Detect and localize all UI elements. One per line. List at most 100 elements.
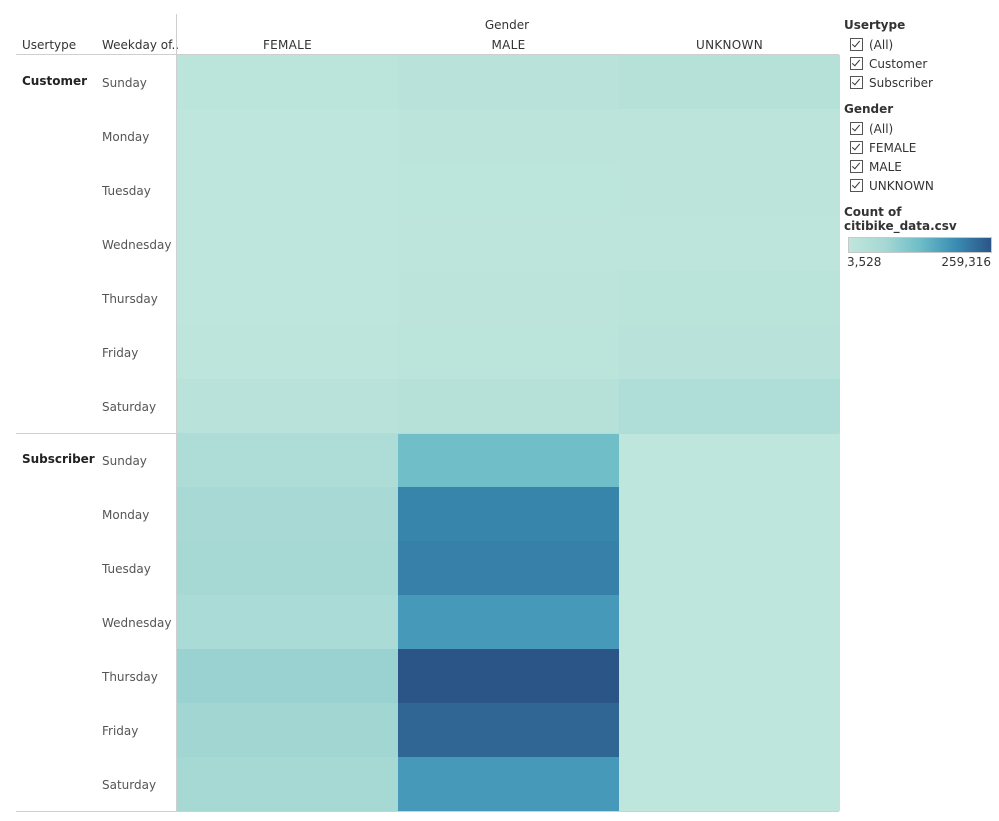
gender-column-header-female: FEMALE	[263, 38, 312, 52]
filter-item-label: FEMALE	[869, 140, 917, 155]
heatmap-cell-subscriber-friday-female[interactable]	[177, 703, 398, 757]
heatmap-cell-customer-friday-female[interactable]	[177, 325, 398, 379]
weekday-column-header: Weekday of..	[102, 38, 179, 52]
heatmap-cells	[177, 55, 840, 811]
heatmap-cell-subscriber-monday-male[interactable]	[398, 487, 619, 541]
heatmap-cell-customer-wednesday-male[interactable]	[398, 217, 619, 271]
checkbox-checked-icon[interactable]	[850, 38, 863, 51]
gender-header: Gender	[485, 18, 529, 32]
heatmap-cell-customer-sunday-unknown[interactable]	[619, 55, 840, 109]
filter-item-label: Customer	[869, 56, 928, 71]
heatmap-cell-customer-friday-male[interactable]	[398, 325, 619, 379]
heatmap-cell-customer-tuesday-male[interactable]	[398, 163, 619, 217]
checkbox-checked-icon[interactable]	[850, 76, 863, 89]
row-labels: Customer Sunday Monday Tuesday Wednesday Thur…	[22, 74, 171, 792]
usertype-label-subscriber: Subscriber	[22, 452, 95, 466]
heatmap-cell-subscriber-tuesday-male[interactable]	[398, 541, 619, 595]
weekday-label-friday: Friday	[102, 724, 138, 738]
checkbox-checked-icon[interactable]	[850, 179, 863, 192]
heatmap-cell-customer-thursday-female[interactable]	[177, 271, 398, 325]
heatmap-cell-subscriber-sunday-male[interactable]	[398, 433, 619, 487]
weekday-label-thursday: Thursday	[101, 292, 158, 306]
usertype-filter: Usertype (All) Customer Subscriber	[844, 18, 994, 92]
color-legend-title: Count of citibike_data.csv	[844, 205, 957, 233]
heatmap-cell-customer-thursday-male[interactable]	[398, 271, 619, 325]
heatmap-cell-subscriber-tuesday-female[interactable]	[177, 541, 398, 595]
heatmap-cell-subscriber-wednesday-unknown[interactable]	[619, 595, 840, 649]
checkbox-checked-icon[interactable]	[850, 160, 863, 173]
filter-item-female[interactable]: FEMALE	[844, 138, 994, 157]
heatmap-cell-customer-thursday-unknown[interactable]	[619, 271, 840, 325]
heatmap-cell-customer-monday-male[interactable]	[398, 109, 619, 163]
heatmap-cell-customer-wednesday-female[interactable]	[177, 217, 398, 271]
usertype-label-customer: Customer	[22, 74, 87, 88]
filter-item-subscriber[interactable]: Subscriber	[844, 73, 994, 92]
color-ramp	[848, 237, 992, 253]
filter-item-label: (All)	[869, 121, 894, 136]
heatmap-cell-customer-saturday-male[interactable]	[398, 379, 619, 433]
heatmap-cell-subscriber-monday-female[interactable]	[177, 487, 398, 541]
usertype-column-header: Usertype	[22, 38, 76, 52]
usertype-filter-title: Usertype	[844, 18, 906, 32]
gender-column-header-male: MALE	[491, 38, 525, 52]
heatmap-cell-subscriber-thursday-unknown[interactable]	[619, 649, 840, 703]
checkbox-checked-icon[interactable]	[850, 141, 863, 154]
checkbox-checked-icon[interactable]	[850, 57, 863, 70]
heatmap-chart: Usertype Weekday of.. Gender FEMALE MALE U…	[16, 14, 840, 812]
color-min-label: 3,528	[847, 255, 882, 269]
filter-item-gender-all[interactable]: (All)	[844, 119, 994, 138]
heatmap-cell-subscriber-tuesday-unknown[interactable]	[619, 541, 840, 595]
heatmap-cell-subscriber-sunday-unknown[interactable]	[619, 433, 840, 487]
weekday-label-friday: Friday	[102, 346, 138, 360]
weekday-label-sunday: Sunday	[102, 76, 147, 90]
legend-panel: Usertype (All) Customer Subscriber Gende…	[844, 18, 994, 279]
heatmap-cell-customer-sunday-male[interactable]	[398, 55, 619, 109]
filter-item-unknown[interactable]: UNKNOWN	[844, 176, 994, 195]
heatmap-cell-subscriber-saturday-unknown[interactable]	[619, 757, 840, 811]
filter-item-label: UNKNOWN	[869, 178, 934, 193]
weekday-label-wednesday: Wednesday	[102, 616, 171, 630]
heatmap-cell-customer-monday-female[interactable]	[177, 109, 398, 163]
heatmap-cell-customer-tuesday-female[interactable]	[177, 163, 398, 217]
gender-column-headers: FEMALE MALE UNKNOWN	[263, 38, 763, 52]
heatmap-cell-subscriber-thursday-male[interactable]	[398, 649, 619, 703]
filter-item-label: (All)	[869, 37, 894, 52]
heatmap-cell-subscriber-saturday-male[interactable]	[398, 757, 619, 811]
heatmap-cell-subscriber-friday-unknown[interactable]	[619, 703, 840, 757]
heatmap-cell-customer-saturday-female[interactable]	[177, 379, 398, 433]
weekday-label-monday: Monday	[102, 508, 149, 522]
weekday-label-saturday: Saturday	[102, 400, 156, 414]
grid-lines	[16, 14, 839, 812]
heatmap-cell-subscriber-saturday-female[interactable]	[177, 757, 398, 811]
heatmap-cell-subscriber-monday-unknown[interactable]	[619, 487, 840, 541]
filter-item-label: MALE	[869, 159, 902, 174]
gender-filter: Gender (All) FEMALE MALE UNKNOWN	[844, 102, 994, 195]
filter-item-male[interactable]: MALE	[844, 157, 994, 176]
heatmap-cell-subscriber-sunday-female[interactable]	[177, 433, 398, 487]
weekday-label-tuesday: Tuesday	[101, 562, 151, 576]
checkbox-checked-icon[interactable]	[850, 122, 863, 135]
heatmap-cell-customer-friday-unknown[interactable]	[619, 325, 840, 379]
heatmap-cell-customer-tuesday-unknown[interactable]	[619, 163, 840, 217]
weekday-label-sunday: Sunday	[102, 454, 147, 468]
filter-item-customer[interactable]: Customer	[844, 54, 994, 73]
filter-item-usertype-all[interactable]: (All)	[844, 35, 994, 54]
heatmap-cell-subscriber-friday-male[interactable]	[398, 703, 619, 757]
heatmap-cell-subscriber-wednesday-female[interactable]	[177, 595, 398, 649]
weekday-label-monday: Monday	[102, 130, 149, 144]
weekday-label-tuesday: Tuesday	[101, 184, 151, 198]
heatmap-cell-customer-saturday-unknown[interactable]	[619, 379, 840, 433]
gender-filter-title: Gender	[844, 102, 894, 116]
filter-item-label: Subscriber	[869, 75, 933, 90]
heatmap-cell-customer-sunday-female[interactable]	[177, 55, 398, 109]
color-legend: Count of citibike_data.csv 3,528 259,316	[844, 205, 994, 269]
heatmap-cell-customer-wednesday-unknown[interactable]	[619, 217, 840, 271]
weekday-label-saturday: Saturday	[102, 778, 156, 792]
color-max-label: 259,316	[941, 255, 991, 269]
weekday-label-wednesday: Wednesday	[102, 238, 171, 252]
weekday-label-thursday: Thursday	[101, 670, 158, 684]
gender-column-header-unknown: UNKNOWN	[696, 38, 763, 52]
heatmap-cell-customer-monday-unknown[interactable]	[619, 109, 840, 163]
heatmap-cell-subscriber-wednesday-male[interactable]	[398, 595, 619, 649]
heatmap-cell-subscriber-thursday-female[interactable]	[177, 649, 398, 703]
